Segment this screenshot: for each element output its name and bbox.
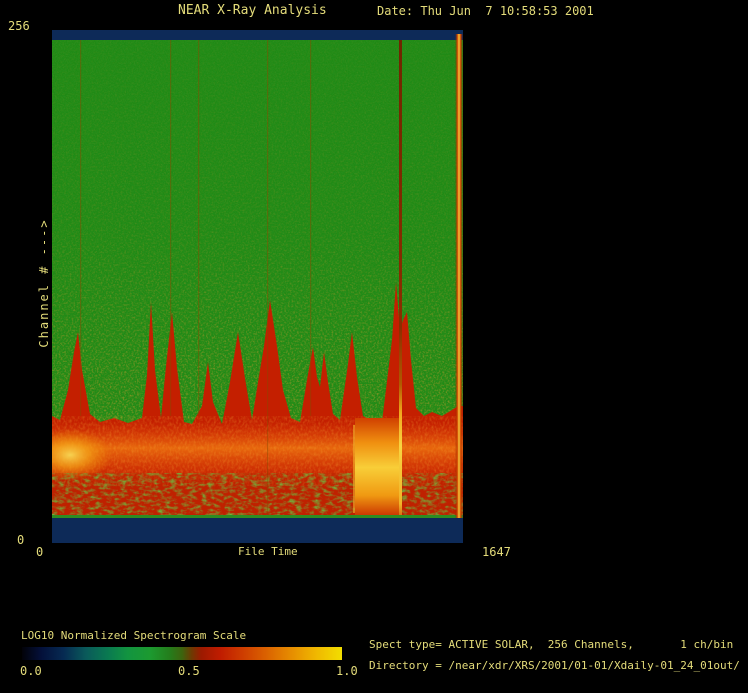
x-axis-max-label: 1647 [482,545,511,559]
top-border-band [52,30,463,40]
directory-info: Directory = /near/xdr/XRS/2001/01-01/Xda… [369,659,740,672]
column-edge-line [353,425,355,513]
y-axis-title: Channel # ---> [37,218,51,348]
bottom-border-band [52,518,463,543]
x-axis-min-label: 0 [36,545,44,559]
right-edge-event [455,34,463,518]
y-axis-min-label: 0 [17,533,25,547]
bright-event-column [355,418,402,517]
segment-boundaries [80,40,312,516]
colorbar-tick-mid: 0.5 [178,664,200,678]
spectrogram-image [28,30,463,543]
colorbar-title: LOG10 Normalized Spectrogram Scale [21,629,247,642]
timestamp: Date: Thu Jun 7 10:58:53 2001 [377,4,594,18]
colorbar-tick-min: 0.0 [20,664,42,678]
green-separator-line [52,515,463,518]
colorbar-tick-max: 1.0 [336,664,358,678]
page-title: NEAR X-Ray Analysis [178,3,327,18]
spectrogram-heatmap [28,30,463,543]
narrow-event-line [399,40,402,518]
x-axis-title: File Time [238,545,298,558]
spect-type-info: Spect type= ACTIVE SOLAR, 256 Channels, … [369,638,734,651]
y-axis-max-label: 256 [8,19,30,33]
colorbar-gradient [22,647,342,660]
